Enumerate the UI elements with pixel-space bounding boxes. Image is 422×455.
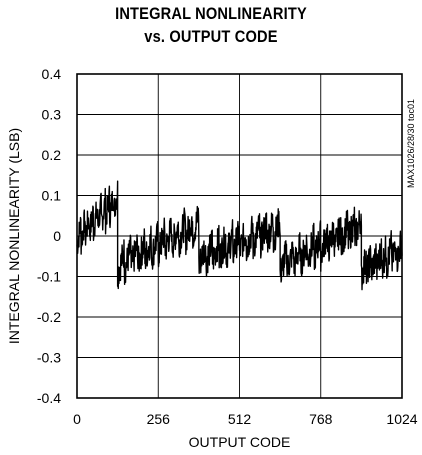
inl-series-line [76, 180, 403, 291]
figure-reference-note: MAX1026/28/30 toc01 [406, 99, 416, 188]
y-tick-label: 0 [53, 228, 61, 244]
x-tick-label: 256 [147, 411, 171, 427]
y-tick-label: 0.3 [42, 107, 62, 123]
plot-frame [76, 73, 403, 399]
x-tick-label: 1024 [386, 411, 417, 427]
y-tick-label: -0.2 [37, 309, 61, 325]
y-tick-label: -0.4 [37, 390, 61, 406]
chart-title-line-1: INTEGRAL NONLINEARITY [115, 4, 307, 23]
y-tick-label: 0.1 [42, 188, 62, 204]
chart-title-line-2: vs. OUTPUT CODE [144, 27, 278, 46]
y-tick-label: 0.2 [42, 147, 62, 163]
x-tick-label: 0 [73, 411, 81, 427]
x-axis-label: OUTPUT CODE [189, 434, 291, 450]
x-tick-label: 512 [228, 411, 252, 427]
y-axis-label: INTEGRAL NONLINEARITY (LSB) [6, 128, 22, 344]
y-tick-label: -0.1 [37, 269, 61, 285]
data-layer [76, 180, 403, 291]
x-tick-label: 768 [309, 411, 333, 427]
y-tick-label: 0.4 [42, 66, 62, 82]
tick-labels: 0 256 512 768 1024 0.4 0.3 0.2 0.1 0 -0.1 -0.2 -0.3 -… [37, 66, 418, 427]
y-tick-label: -0.3 [37, 350, 61, 366]
